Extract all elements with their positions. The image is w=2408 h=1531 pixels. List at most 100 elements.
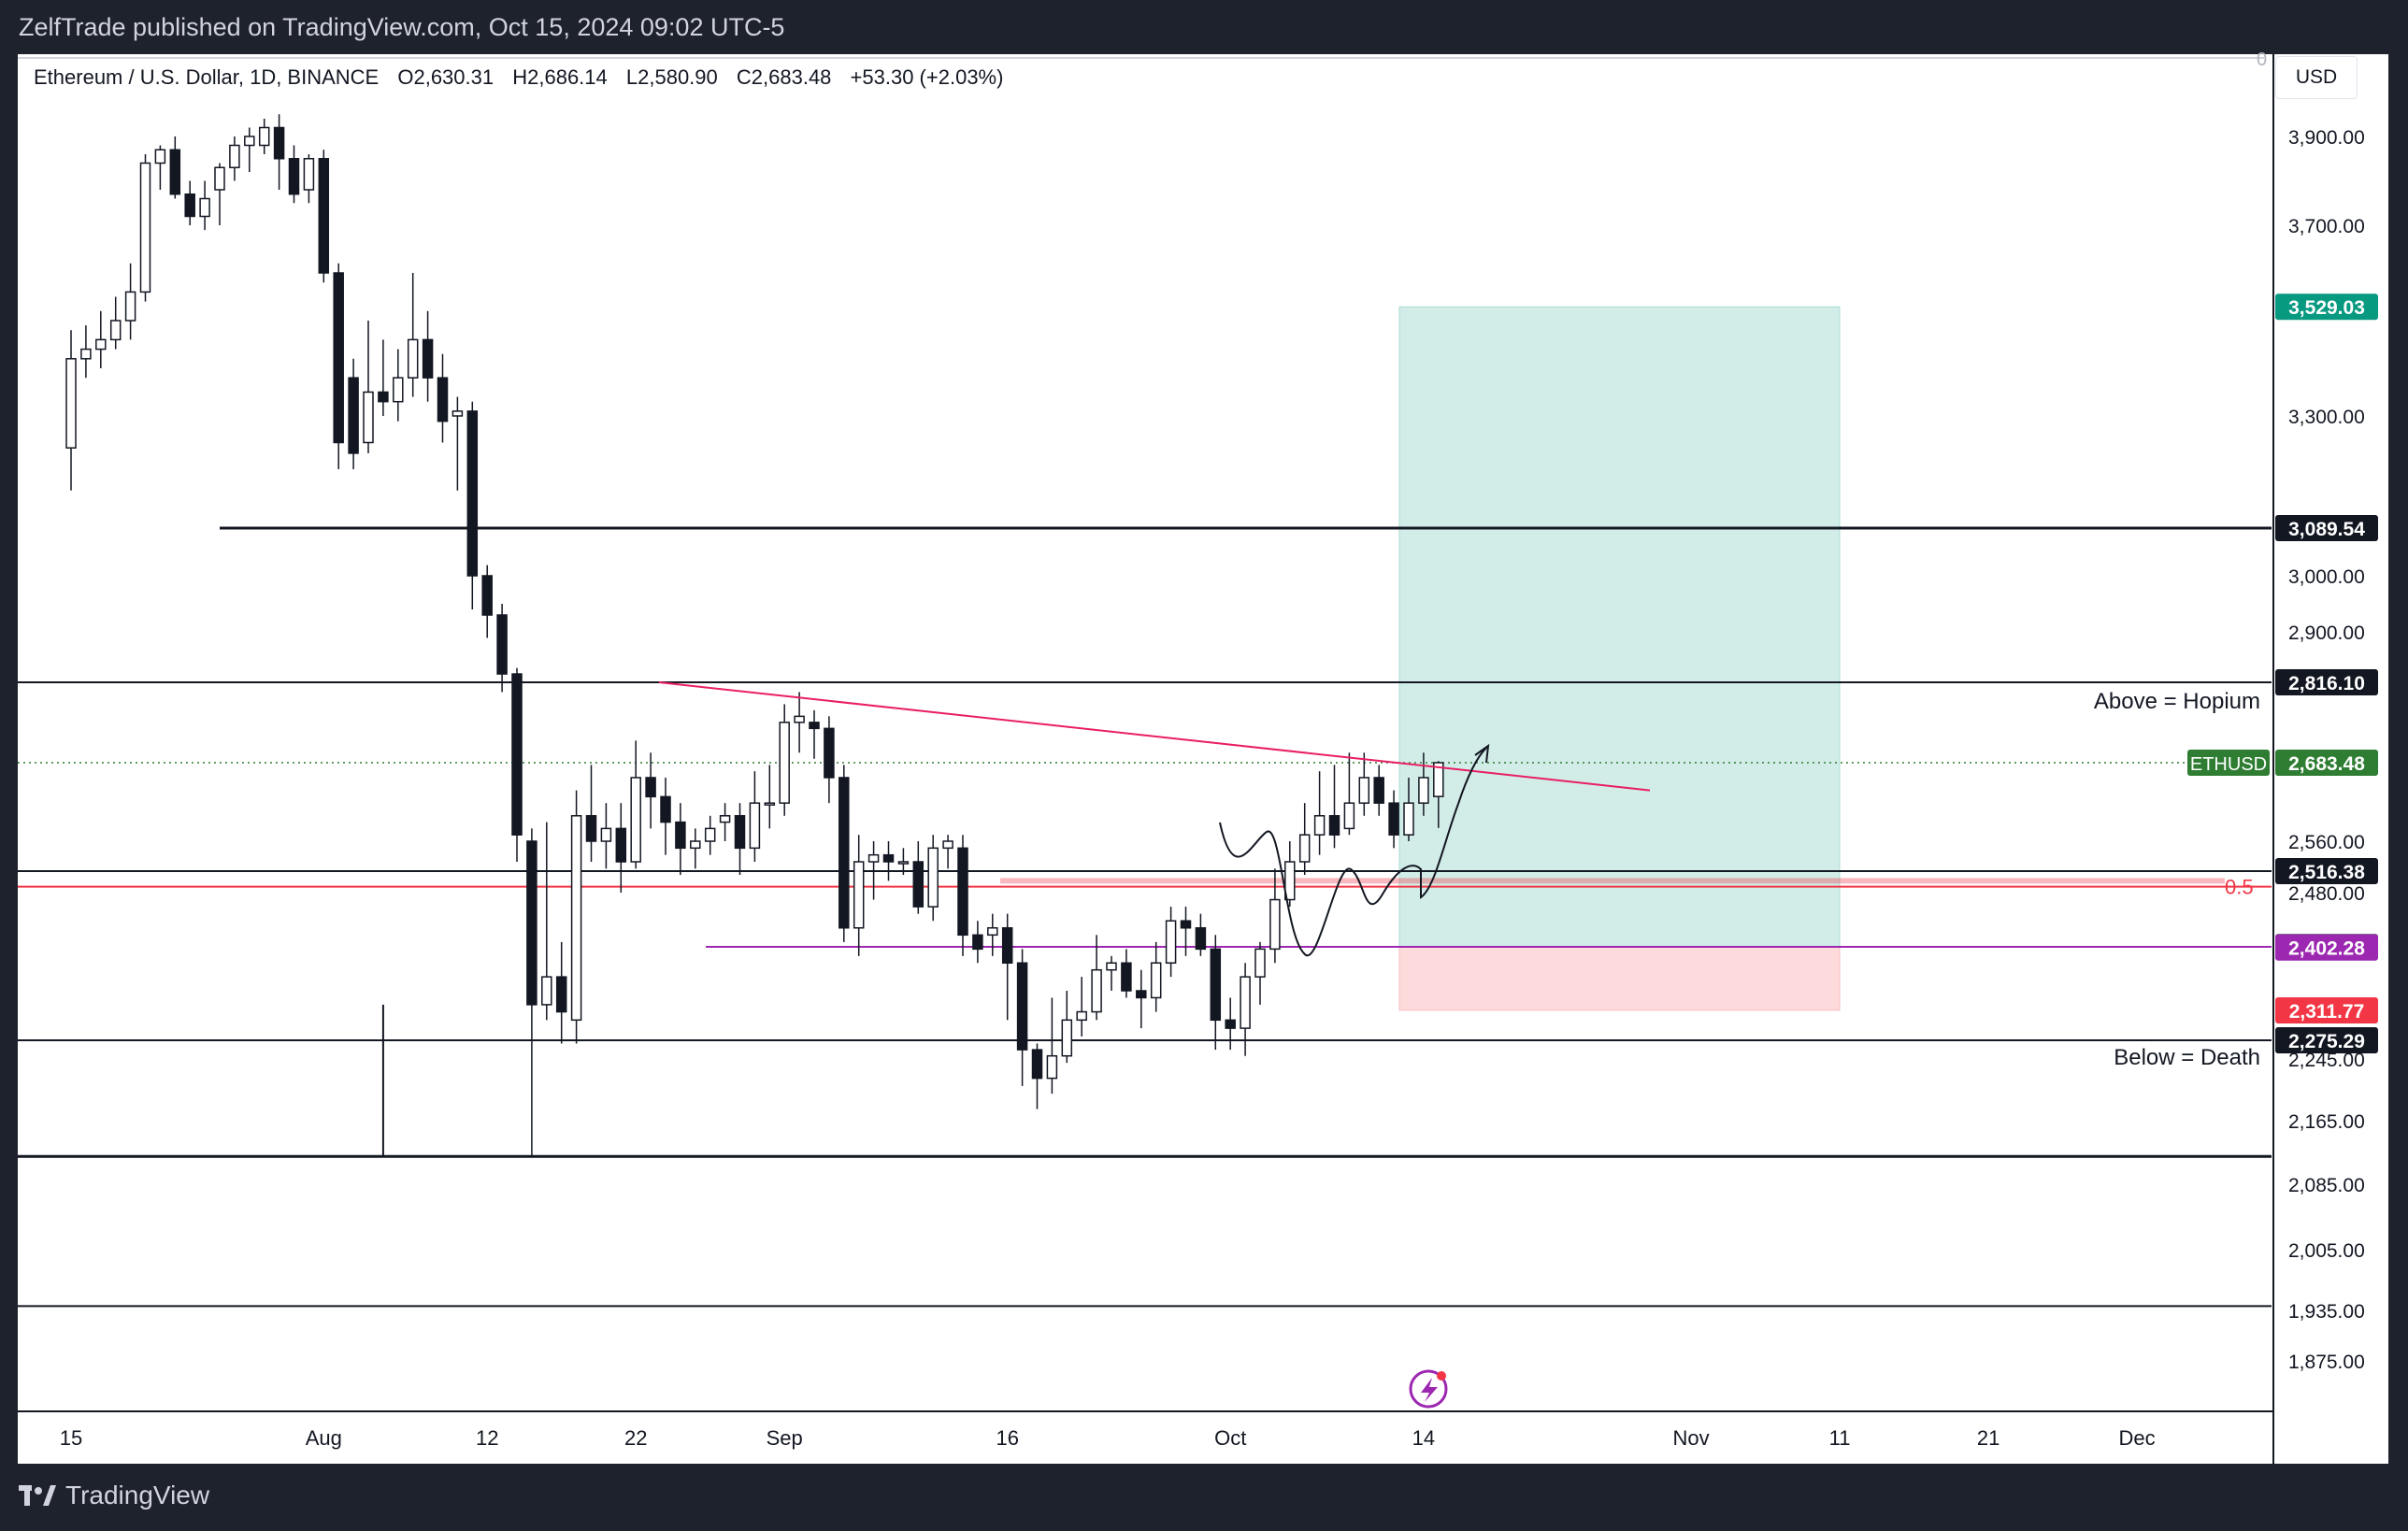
candle-body[interactable] xyxy=(942,840,953,850)
candle-body[interactable] xyxy=(526,840,538,1006)
candle-body[interactable] xyxy=(853,861,865,929)
candle-body[interactable] xyxy=(764,802,776,806)
candle-body[interactable] xyxy=(393,377,404,403)
candle-body[interactable] xyxy=(1433,762,1444,797)
candle-body[interactable] xyxy=(660,795,671,823)
candle-body[interactable] xyxy=(318,158,330,274)
candle-body[interactable] xyxy=(957,847,968,937)
candle-body[interactable] xyxy=(1298,834,1311,863)
candle-body[interactable] xyxy=(809,722,820,730)
candle-body[interactable] xyxy=(466,410,479,577)
candle-body[interactable] xyxy=(511,673,523,836)
tradingview-brand[interactable]: TradingView xyxy=(19,1481,209,1510)
candle-body[interactable] xyxy=(1210,948,1222,1022)
candle-body[interactable] xyxy=(214,166,225,191)
candle-body[interactable] xyxy=(184,193,195,218)
candle-body[interactable] xyxy=(1313,815,1326,836)
candle-body[interactable] xyxy=(1418,777,1429,804)
candle-body[interactable] xyxy=(496,614,508,675)
candle-body[interactable] xyxy=(987,927,998,937)
candle-body[interactable] xyxy=(422,338,434,379)
candle-body[interactable] xyxy=(333,272,344,444)
candle-body[interactable] xyxy=(749,802,761,850)
candle-body[interactable] xyxy=(1358,777,1370,804)
candle-body[interactable] xyxy=(675,821,686,850)
long-position-stop-zone[interactable] xyxy=(1398,946,1841,1011)
candle-body[interactable] xyxy=(1388,802,1399,836)
candle-body[interactable] xyxy=(109,320,122,341)
candle-body[interactable] xyxy=(95,338,107,351)
candle-body[interactable] xyxy=(1016,962,1028,1051)
candle-body[interactable] xyxy=(570,815,582,1022)
candle-body[interactable] xyxy=(1031,1049,1043,1080)
currency-selector[interactable]: USD xyxy=(2275,56,2358,99)
candle-body[interactable] xyxy=(897,861,910,865)
candle-body[interactable] xyxy=(1240,976,1251,1029)
candle-body[interactable] xyxy=(1150,962,1162,999)
candle-body[interactable] xyxy=(1121,962,1132,992)
candle-body[interactable] xyxy=(1136,990,1147,999)
candle-body[interactable] xyxy=(794,715,805,723)
candle-body[interactable] xyxy=(1001,927,1013,965)
candle-body[interactable] xyxy=(600,827,612,842)
candle-body[interactable] xyxy=(630,777,641,863)
candle-body[interactable] xyxy=(972,934,983,951)
candle-body[interactable] xyxy=(645,777,656,798)
candle-body[interactable] xyxy=(867,853,880,863)
candle-body[interactable] xyxy=(1254,948,1266,978)
candle-body[interactable] xyxy=(615,827,627,863)
candle-body[interactable] xyxy=(690,840,701,850)
candle-body[interactable] xyxy=(1195,927,1207,951)
candle-body[interactable] xyxy=(363,391,374,444)
long-position-target-zone[interactable] xyxy=(1398,306,1841,948)
candle-body[interactable] xyxy=(1091,968,1102,1013)
candle-body[interactable] xyxy=(838,777,850,929)
candle-body[interactable] xyxy=(229,144,240,168)
descending-trendline[interactable] xyxy=(658,681,1651,792)
candle-body[interactable] xyxy=(1076,1010,1087,1022)
candle-body[interactable] xyxy=(348,377,359,454)
candle-body[interactable] xyxy=(1106,962,1117,971)
candle-body[interactable] xyxy=(303,158,315,191)
candle-body[interactable] xyxy=(585,815,597,842)
candle-body[interactable] xyxy=(1269,898,1281,951)
candle-body[interactable] xyxy=(1180,920,1192,929)
candle-body[interactable] xyxy=(437,377,449,422)
candle-body[interactable] xyxy=(1284,861,1296,901)
candle-body[interactable] xyxy=(169,149,181,195)
candle-body[interactable] xyxy=(258,126,270,147)
candle-body[interactable] xyxy=(154,149,166,165)
projection-path[interactable] xyxy=(1219,747,1487,957)
candle-body[interactable] xyxy=(1061,1019,1073,1057)
candle-body[interactable] xyxy=(912,861,924,908)
candle-body[interactable] xyxy=(407,338,419,379)
candle-body[interactable] xyxy=(378,391,389,403)
candle-body[interactable] xyxy=(927,847,939,908)
candle-body[interactable] xyxy=(199,197,210,218)
candle-body[interactable] xyxy=(719,815,731,823)
candle-body[interactable] xyxy=(452,410,464,417)
candle-body[interactable] xyxy=(541,976,552,1006)
candle-body[interactable] xyxy=(734,815,746,850)
candle-body[interactable] xyxy=(273,126,285,160)
candle-body[interactable] xyxy=(1328,815,1340,836)
candle-body[interactable] xyxy=(824,727,835,779)
candle-body[interactable] xyxy=(1046,1054,1058,1080)
candle-body[interactable] xyxy=(1343,802,1355,830)
candle-body[interactable] xyxy=(779,722,790,804)
candle-body[interactable] xyxy=(244,136,255,147)
candle-body[interactable] xyxy=(139,162,151,293)
candle-body[interactable] xyxy=(1225,1019,1236,1029)
candle-body[interactable] xyxy=(704,827,716,842)
candle-body[interactable] xyxy=(1403,802,1414,836)
candle-body[interactable] xyxy=(555,976,567,1013)
candle-body[interactable] xyxy=(882,853,895,863)
candle-body[interactable] xyxy=(124,291,136,322)
candle-body[interactable] xyxy=(481,575,493,616)
candle-body[interactable] xyxy=(1373,777,1384,804)
candle-body[interactable] xyxy=(1165,920,1177,965)
candle-body[interactable] xyxy=(65,358,77,449)
replay-lightning-icon[interactable] xyxy=(1409,1369,1448,1409)
candle-body[interactable] xyxy=(80,348,92,360)
